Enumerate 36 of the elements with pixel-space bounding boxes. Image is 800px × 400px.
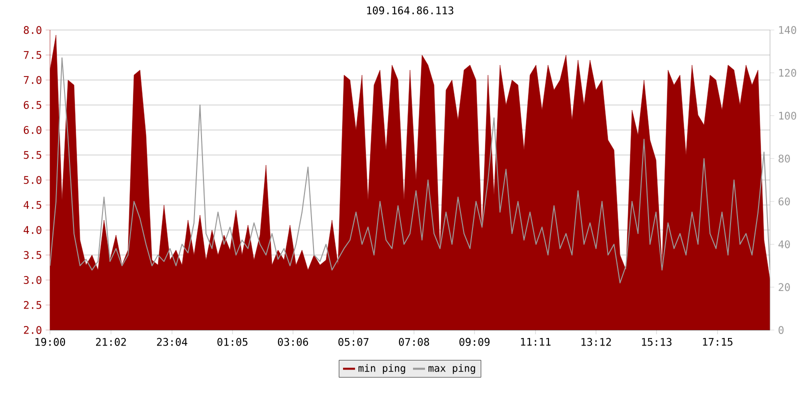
x-tick-label: 01:05	[217, 338, 248, 346]
x-tick-label: 21:02	[96, 338, 126, 346]
legend-label: max ping	[428, 364, 476, 374]
y-tick-label: 2.5	[24, 301, 42, 309]
x-tick-label: 15:13	[642, 338, 672, 346]
y2-tick-label: 40	[778, 240, 790, 248]
y-tick-label: 5.0	[24, 176, 42, 184]
x-tick-label: 07:08	[398, 338, 430, 346]
x-tick-label: 17:15	[703, 338, 732, 346]
legend-label: min ping	[358, 364, 406, 374]
x-tick-label: 13:12	[582, 338, 611, 346]
x-tick-label: 19:00	[36, 338, 66, 346]
y-tick-label: 4.5	[24, 201, 42, 209]
y-tick-label: 8.0	[24, 26, 42, 34]
y2-tick-label: 80	[778, 154, 790, 163]
x-tick-label: 03:06	[278, 338, 308, 346]
y-tick-label: 4.0	[24, 226, 42, 234]
y-tick-label: 6.0	[24, 126, 42, 134]
y-tick-label: 3.5	[24, 251, 42, 259]
y-tick-label: 2.0	[24, 326, 42, 334]
y-tick-label: 7.0	[24, 76, 42, 84]
y-tick-label: 3.0	[24, 276, 42, 284]
x-tick-label: 11:11	[521, 338, 551, 346]
y2-tick-label: 140	[779, 26, 796, 34]
y2-tick-label: 100	[779, 112, 796, 120]
x-tick-label: 09:09	[459, 338, 490, 346]
x-tick-label: 05:07	[338, 338, 368, 346]
y-tick-label: 5.5	[24, 151, 42, 159]
y-tick-label: 7.5	[24, 51, 42, 59]
x-tick-label: 23:04	[157, 338, 188, 346]
y-tick-label: 6.5	[24, 101, 42, 109]
y2-tick-label: 20	[778, 283, 790, 292]
y2-tick-label: 60	[778, 197, 790, 206]
y2-tick-label: 120	[779, 68, 796, 77]
chart-title: 109.164.86.113	[367, 6, 454, 14]
y2-tick-label: 0	[778, 326, 784, 334]
